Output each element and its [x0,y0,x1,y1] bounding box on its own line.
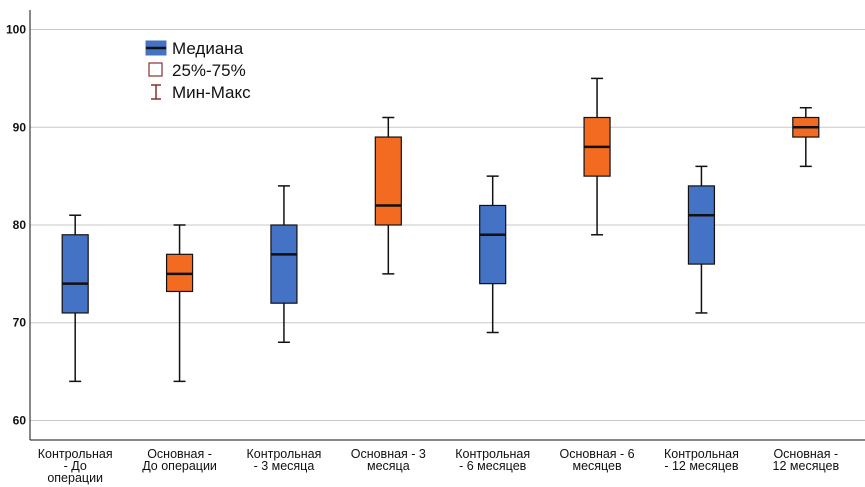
iqr-box [374,136,402,226]
box-1 [61,214,89,383]
legend-iqr-swatch [148,62,163,77]
x-category-label-6: Основная - 6 месяцев [559,447,634,473]
x-category-label-line: Основная - [147,447,212,461]
x-category-label-line: - 6 месяцев [459,459,527,473]
box-8 [792,106,820,168]
y-tick-label-60: 60 [13,413,27,427]
legend: Медиана 25%-75% Мин-Макс [145,39,251,102]
y-tick-label-90: 90 [13,120,27,134]
iqr-box [61,234,89,314]
y-tick-label-70: 70 [13,316,27,330]
x-category-label-line: Основная - [773,447,838,461]
box-7 [687,165,716,314]
box-3 [270,185,298,344]
x-category-label-5: Контрольная - 6 месяцев [455,447,530,473]
box-2 [165,224,194,383]
y-tick-labels: 60 70 80 90 100 [6,23,26,428]
x-category-label-4: Основная - 3 месяца [351,447,426,473]
iqr-box [687,185,716,265]
x-category-label-line: Контрольная [246,447,321,461]
box-6 [583,77,611,236]
gridlines [30,29,865,421]
box-5 [479,175,507,334]
y-tick-label-100: 100 [6,23,26,37]
x-category-label-8: Основная -12 месяцев [773,447,840,473]
x-category-label-line: Основная - 3 [351,447,426,461]
x-category-label-line: - 12 месяцев [664,459,739,473]
x-category-label-line: Контрольная [38,447,113,461]
iqr-box [479,204,507,285]
x-category-label-line: - 3 месяца [254,459,315,473]
y-tick-label-80: 80 [13,218,27,232]
box-4 [374,116,402,275]
x-category-label-1: Контрольная - До операции [38,447,113,485]
x-category-label-line: Контрольная [664,447,739,461]
x-category-label-line: Контрольная [455,447,530,461]
x-category-label-line: операции [47,471,103,485]
x-category-label-line: До операции [142,459,217,473]
iqr-box [270,224,298,304]
axes [29,10,865,441]
x-category-label-line: месяцев [572,459,622,473]
legend-label-range: Мин-Макс [172,83,251,102]
x-category-label-2: Основная -До операции [142,447,217,473]
legend-label-median: Медиана [172,39,244,58]
x-category-label-7: Контрольная - 12 месяцев [664,447,739,473]
boxes [61,77,820,383]
x-category-label-line: месяца [367,459,410,473]
x-category-label-3: Контрольная - 3 месяца [246,447,321,473]
x-category-label-line: Основная - 6 [559,447,634,461]
x-category-label-line: 12 месяцев [773,459,840,473]
x-category-label-line: - До [64,459,87,473]
legend-label-iqr: 25%-75% [172,61,246,80]
